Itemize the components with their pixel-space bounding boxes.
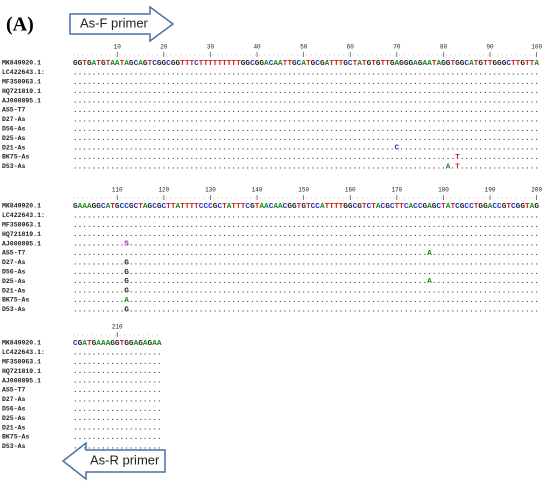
sequence: ................... [73, 368, 162, 376]
sequence-name: HQ721819.1 [2, 88, 41, 95]
sequence-name: AS5-T7 [2, 387, 26, 394]
sequence: ........................................… [73, 116, 539, 124]
sequence: ................... [73, 424, 162, 432]
sequence-name: D53-As [2, 306, 26, 313]
reverse-primer-label: As-R primer [90, 452, 160, 467]
sequence-name: AJ000895.1 [2, 377, 41, 384]
ruler-number: 120 [158, 187, 169, 194]
forward-arrow [69, 5, 175, 43]
ruler-number: 20 [160, 44, 168, 51]
ruler-number: 10 [114, 44, 122, 51]
reverse-arrow [61, 441, 166, 481]
sequence: ........................................… [73, 97, 539, 105]
ruler-number: 80 [440, 44, 448, 51]
ruler-number: 130 [205, 187, 216, 194]
sequence: ...........G............................… [73, 287, 539, 295]
sequence-name: LC422643.1: [2, 212, 45, 219]
sequence-name: D21-As [2, 287, 26, 294]
sequence-name: BK75-As [2, 434, 29, 441]
sequence-name: D25-As [2, 135, 26, 142]
sequence: ........................................… [73, 88, 539, 96]
sequence: ................... [73, 434, 162, 442]
forward-primer-label: As-F primer [80, 15, 149, 30]
ruler-number: 30 [207, 44, 215, 51]
ruler-number: 160 [345, 187, 356, 194]
sequence: ........................................… [73, 163, 539, 171]
sequence-name: D56-As [2, 269, 26, 276]
sequence: ........................................… [73, 79, 539, 87]
sequence-name: D27-As [2, 116, 26, 123]
sequence-name: MF358963.1 [2, 79, 41, 86]
sequence: CGATGAAAGGTGGAGAGAA [73, 340, 162, 348]
sequence: ...........A............................… [73, 297, 539, 305]
sequence: ................... [73, 443, 162, 451]
sequence: ................... [73, 406, 162, 414]
sequence-name: MF358963.1 [2, 222, 41, 229]
sequence: ........................................… [73, 212, 539, 220]
ruler-number: 50 [300, 44, 308, 51]
sequence-name: MF358963.1 [2, 359, 41, 366]
sequence-name: D56-As [2, 406, 26, 413]
sequence: ................... [73, 415, 162, 423]
sequence: ................... [73, 387, 162, 395]
ruler-number: 180 [438, 187, 449, 194]
ruler-number: 100 [531, 44, 542, 51]
sequence: ...........G............................… [73, 259, 539, 267]
sequence: ................... [73, 359, 162, 367]
sequence-name: D27-As [2, 396, 26, 403]
sequence-name: AS5-T7 [2, 107, 26, 114]
sequence: ................... [73, 377, 162, 385]
ruler-number: 90 [486, 44, 494, 51]
sequence: ........................................… [73, 144, 539, 152]
sequence-name: HQ721819.1 [2, 231, 41, 238]
ruler-number: 140 [252, 187, 263, 194]
sequence-name: BK75-As [2, 297, 29, 304]
sequence: GAAAGGCATGCCGCTAGCGCTTATTTTCCCGCTATTTCGT… [73, 203, 539, 211]
ruler-number: 200 [531, 187, 542, 194]
sequence-name: D25-As [2, 415, 26, 422]
ruler-number: 150 [298, 187, 309, 194]
sequence: ........................................… [73, 154, 539, 162]
sequence: GGTGATGTAATAGCAGTCGGCGGTTTCTTTTTTTTTGGCG… [73, 60, 540, 68]
sequence-name: MK849920.1 [2, 203, 41, 210]
sequence-name: D56-As [2, 126, 26, 133]
sequence: ...........G............................… [73, 306, 539, 314]
sequence-name: D27-As [2, 259, 26, 266]
sequence-name: AS5-T7 [2, 250, 26, 257]
sequence-name: MK849920.1 [2, 60, 41, 67]
sequence-name: D53-As [2, 163, 26, 170]
ruler-number: 210 [112, 324, 123, 331]
sequence: ...........G............................… [73, 278, 539, 286]
sequence-name: LC422643.1: [2, 349, 45, 356]
sequence: ........................................… [73, 250, 539, 258]
sequence: ........................................… [73, 135, 539, 143]
sequence: ...........S............................… [73, 240, 539, 248]
sequence-name: LC422643.1: [2, 69, 45, 76]
sequence: ........................................… [73, 231, 539, 239]
sequence-name: D53-As [2, 443, 26, 450]
sequence-name: AJ000895.1 [2, 240, 41, 247]
sequence-name: D21-As [2, 424, 26, 431]
ruler-number: 60 [347, 44, 355, 51]
sequence: ................... [73, 349, 162, 357]
sequence: ........................................… [73, 126, 539, 134]
ruler-number: 110 [112, 187, 123, 194]
sequence: ........................................… [73, 222, 539, 230]
sequence: ........................................… [73, 69, 539, 77]
sequence: ........................................… [73, 107, 539, 115]
ruler-number: 70 [393, 44, 401, 51]
ruler-number: 40 [253, 44, 261, 51]
sequence-name: D25-As [2, 278, 26, 285]
ruler-number: 190 [485, 187, 496, 194]
sequence-name: BK75-As [2, 154, 29, 161]
panel-label: (A) [6, 14, 34, 36]
sequence-name: D21-As [2, 144, 26, 151]
sequence: ................... [73, 396, 162, 404]
sequence-name: MK849920.1 [2, 340, 41, 347]
sequence-name: AJ000895.1 [2, 97, 41, 104]
sequence-name: HQ721819.1 [2, 368, 41, 375]
sequence: ...........G............................… [73, 269, 539, 277]
ruler-number: 170 [391, 187, 402, 194]
